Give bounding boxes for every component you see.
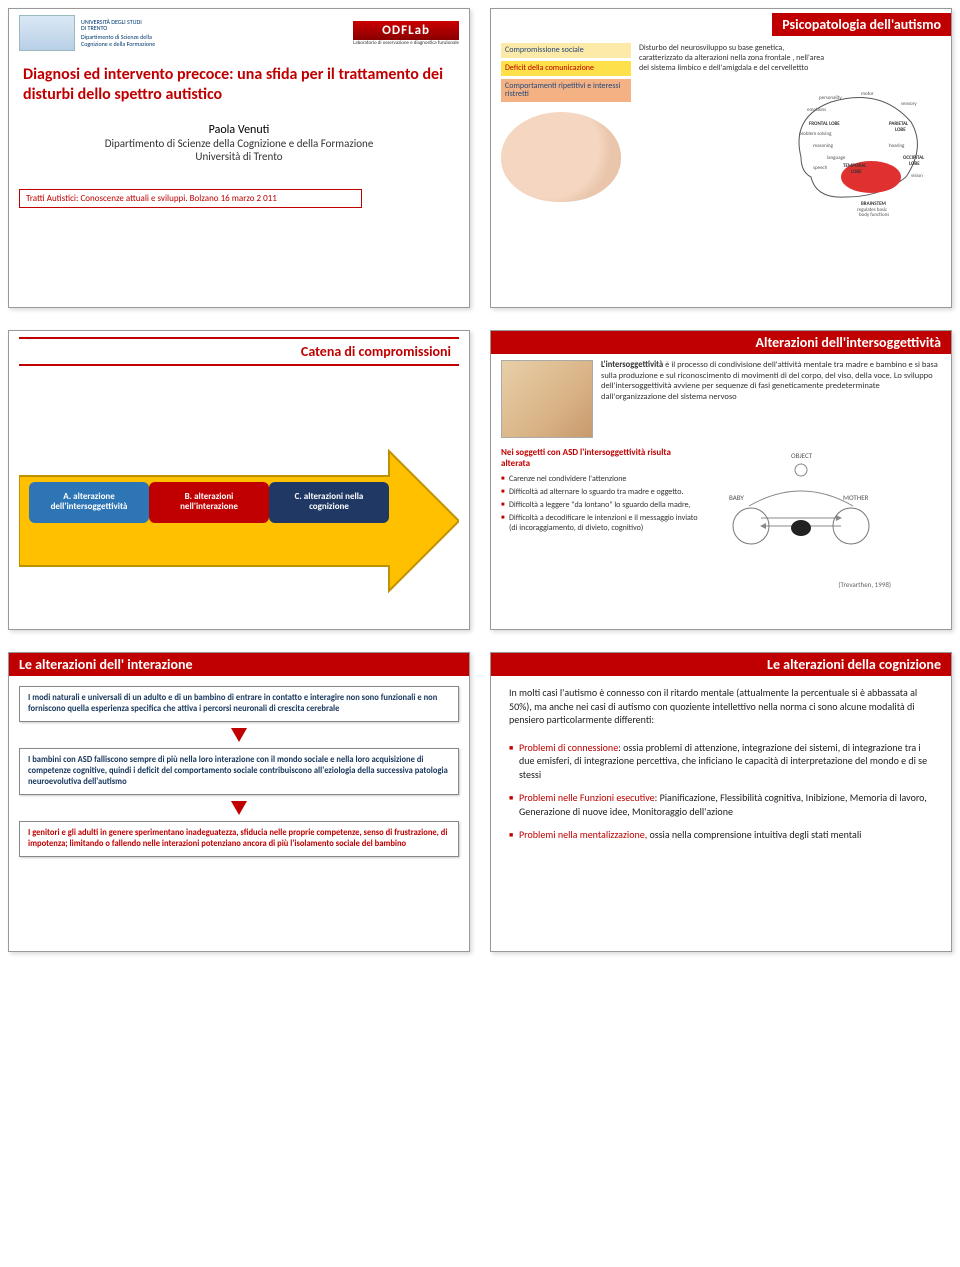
slide4-lt-head: Nei soggetti con ASD l'intersoggettività… bbox=[501, 448, 701, 470]
stage-box: B. alterazioni nell'interazione bbox=[149, 482, 269, 523]
item-lead: Problemi nelle Funzioni esecutive bbox=[519, 791, 655, 804]
slide1-title: Diagnosi ed intervento precoce: una sfid… bbox=[23, 65, 455, 105]
slide1-footer: Tratti Autistici: Conoscenze attuali e s… bbox=[19, 189, 362, 208]
list-item: Difficoltà a leggere "da lontano" lo sgu… bbox=[501, 500, 701, 510]
slide2-title: Psicopatologia dell'autismo bbox=[772, 13, 951, 36]
author-uni: Università di Trento bbox=[19, 150, 459, 163]
slide-grid: UNIVERSITÀ DEGLI STUDI DI TRENTO Diparti… bbox=[8, 8, 952, 952]
intro-bold: L'intersoggettività bbox=[601, 360, 663, 370]
chain-arrow: A. alterazione dell'intersoggettivitàB. … bbox=[19, 446, 459, 596]
svg-text:reasoning: reasoning bbox=[813, 143, 834, 149]
slide5-box1: I modi naturali e universali di un adult… bbox=[19, 686, 459, 722]
slide1-header: UNIVERSITÀ DEGLI STUDI DI TRENTO Diparti… bbox=[19, 15, 459, 51]
brain-sagittal-icon bbox=[501, 112, 621, 202]
slide6-para: In molti casi l'autismo è connesso con i… bbox=[509, 686, 933, 727]
author-name: Paola Venuti bbox=[19, 123, 459, 137]
uni-logo bbox=[19, 15, 75, 51]
slide5-box3: I genitori e gli adulti in genere sperim… bbox=[19, 821, 459, 857]
slide4-cols: Nei soggetti con ASD l'intersoggettività… bbox=[501, 448, 941, 589]
item-lead: Problemi di connessione bbox=[519, 741, 618, 754]
lab-name: ODFLab bbox=[353, 21, 459, 40]
triad-box: Compromissione sociale bbox=[501, 43, 631, 58]
uni-line4: Cognizione e della Formazione bbox=[81, 41, 155, 48]
brain-lobes-diagram: personality motor sensory emotions FRONT… bbox=[771, 77, 941, 217]
uni-text: UNIVERSITÀ DEGLI STUDI DI TRENTO Diparti… bbox=[81, 19, 155, 47]
slide-5: Le alterazioni dell' interazione I modi … bbox=[8, 652, 470, 952]
uni-line2: DI TRENTO bbox=[81, 25, 155, 32]
svg-text:problem solving: problem solving bbox=[799, 131, 832, 137]
svg-text:LOBE: LOBE bbox=[851, 169, 862, 175]
slide-4: Alterazioni dell'intersoggettività L'int… bbox=[490, 330, 952, 630]
down-arrow-icon bbox=[231, 728, 247, 742]
author-dept: Dipartimento di Scienze della Cognizione… bbox=[19, 137, 459, 150]
slide2-body: Compromissione sociale Deficit della comu… bbox=[501, 43, 941, 217]
stage-box: C. alterazioni nella cognizione bbox=[269, 482, 389, 523]
mother-child-image bbox=[501, 360, 593, 438]
slide-3: Catena di compromissioni A. alterazione … bbox=[8, 330, 470, 630]
slide3-title: Catena di compromissioni bbox=[19, 337, 459, 366]
slide4-list: Carenze nel condividere l'attenzione Diff… bbox=[501, 474, 701, 533]
slide6-title: Le alterazioni della cognizione bbox=[491, 653, 951, 676]
svg-text:language: language bbox=[827, 155, 846, 161]
slide-6: Le alterazioni della cognizione In molti… bbox=[490, 652, 952, 952]
list-item: Carenze nel condividere l'attenzione bbox=[501, 474, 701, 484]
list-item: Problemi nelle Funzioni esecutive: Piani… bbox=[509, 791, 933, 818]
list-item: Problemi nella mentalizzazione, ossia ne… bbox=[509, 828, 933, 842]
svg-text:OBJECT: OBJECT bbox=[791, 451, 813, 460]
slide1-author: Paola Venuti Dipartimento di Scienze del… bbox=[19, 123, 459, 163]
svg-text:LOBE: LOBE bbox=[895, 127, 906, 133]
slide-2: Psicopatologia dell'autismo Compromissio… bbox=[490, 8, 952, 308]
svg-text:emotions: emotions bbox=[807, 107, 826, 113]
svg-text:BABY: BABY bbox=[729, 493, 744, 502]
slide6-list: Problemi di connessione: ossia problemi … bbox=[509, 741, 933, 842]
list-item: Problemi di connessione: ossia problemi … bbox=[509, 741, 933, 782]
slide2-right: Disturbo del neurosviluppo su base genet… bbox=[639, 43, 941, 217]
list-item: Difficoltà ad alternare lo sguardo tra m… bbox=[501, 487, 701, 497]
item-lead: Problemi nella mentalizzazione, bbox=[519, 828, 647, 841]
slide2-left: Compromissione sociale Deficit della comu… bbox=[501, 43, 631, 217]
svg-text:MOTHER: MOTHER bbox=[843, 493, 869, 502]
svg-text:vision: vision bbox=[911, 173, 923, 179]
triad-boxes: Compromissione sociale Deficit della comu… bbox=[501, 43, 631, 102]
stage-row: A. alterazione dell'intersoggettivitàB. … bbox=[29, 482, 389, 523]
stage-box: A. alterazione dell'intersoggettività bbox=[29, 482, 149, 523]
svg-text:sensory: sensory bbox=[901, 101, 917, 107]
svg-text:hearing: hearing bbox=[889, 143, 905, 149]
slide5-box2: I bambini con ASD falliscono sempre di p… bbox=[19, 748, 459, 795]
svg-text:body functions: body functions bbox=[859, 212, 889, 217]
svg-text:FRONTAL LOBE: FRONTAL LOBE bbox=[809, 121, 840, 127]
svg-text:LOBE: LOBE bbox=[909, 161, 920, 167]
list-item: Difficoltà a decodificare le intenzioni … bbox=[501, 513, 701, 533]
slide4-right: OBJECT BABY MOTHER (Trevarthen, 1998) bbox=[711, 448, 891, 589]
triadic-diagram: OBJECT BABY MOTHER bbox=[711, 448, 891, 578]
down-arrow-icon bbox=[231, 801, 247, 815]
slide4-title: Alterazioni dell'intersoggettività bbox=[491, 331, 951, 354]
lab-sub: Laboratorio di osservazione e diagnostic… bbox=[353, 40, 459, 46]
svg-text:speech: speech bbox=[813, 165, 828, 171]
triad-box: Comportamenti ripetitivi e interessi ris… bbox=[501, 79, 631, 103]
triad-box: Deficit della comunicazione bbox=[501, 61, 631, 76]
slide-1: UNIVERSITÀ DEGLI STUDI DI TRENTO Diparti… bbox=[8, 8, 470, 308]
svg-text:motor: motor bbox=[861, 91, 874, 97]
slide2-desc: Disturbo del neurosviluppo su base genet… bbox=[639, 43, 829, 73]
slide4-left: Nei soggetti con ASD l'intersoggettività… bbox=[501, 448, 701, 589]
slide4-top: L'intersoggettività è il processo di con… bbox=[501, 360, 941, 438]
svg-text:personality: personality bbox=[819, 95, 842, 101]
slide4-cite: (Trevarthen, 1998) bbox=[711, 580, 891, 589]
slide5-title: Le alterazioni dell' interazione bbox=[9, 653, 469, 676]
lab-block: ODFLab Laboratorio di osservazione e dia… bbox=[353, 21, 459, 46]
slide4-intro: L'intersoggettività è il processo di con… bbox=[601, 360, 941, 438]
